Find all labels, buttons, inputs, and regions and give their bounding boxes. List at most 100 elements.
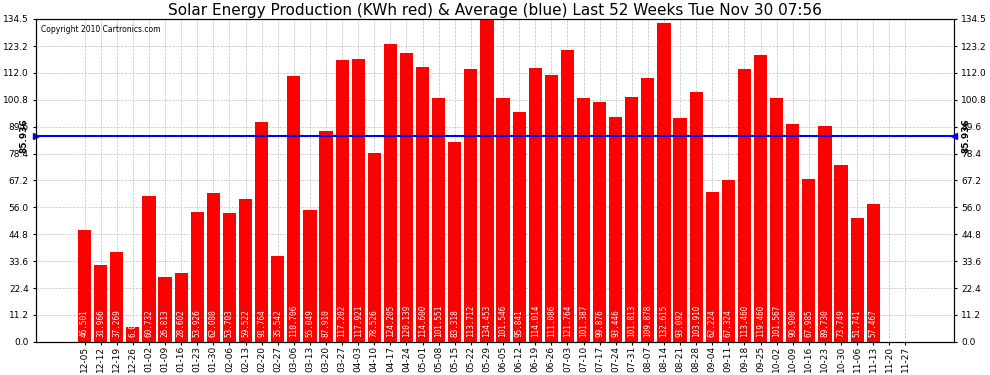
Title: Solar Energy Production (KWh red) & Average (blue) Last 52 Weeks Tue Nov 30 07:5: Solar Energy Production (KWh red) & Aver… (168, 3, 822, 18)
Text: 113.712: 113.712 (466, 304, 475, 337)
Text: 83.318: 83.318 (450, 309, 459, 337)
Bar (850, 217, 863, 342)
Bar (158, 278, 171, 342)
Bar (609, 117, 623, 342)
Bar (432, 98, 446, 342)
Bar (786, 124, 799, 342)
Text: 101.813: 101.813 (628, 304, 637, 337)
Bar (255, 122, 268, 342)
Text: 78.526: 78.526 (370, 309, 379, 337)
Text: 73.749: 73.749 (837, 309, 845, 337)
Text: 119.460: 119.460 (756, 304, 765, 337)
Bar (287, 76, 300, 342)
Bar (819, 126, 832, 342)
Bar (174, 273, 188, 342)
Bar (802, 178, 816, 342)
Text: 85.936: 85.936 (20, 118, 29, 153)
Text: 53.926: 53.926 (193, 309, 202, 337)
Text: 62.224: 62.224 (708, 309, 717, 337)
Text: Copyright 2010 Cartronics.com: Copyright 2010 Cartronics.com (41, 26, 160, 34)
Bar (529, 68, 542, 342)
Text: 93.446: 93.446 (611, 309, 620, 337)
Bar (690, 92, 703, 342)
Text: 55.049: 55.049 (305, 309, 315, 337)
Bar (191, 212, 204, 342)
Text: 134.453: 134.453 (482, 304, 491, 337)
Bar (577, 98, 590, 342)
Bar (544, 75, 558, 342)
Text: 51.741: 51.741 (852, 309, 861, 337)
Bar (143, 196, 155, 342)
Bar (110, 252, 124, 342)
Bar (94, 265, 107, 342)
Bar (560, 50, 574, 342)
Bar (320, 131, 333, 342)
Text: 35.542: 35.542 (273, 309, 282, 337)
Bar (464, 69, 477, 342)
Bar (271, 256, 284, 342)
Bar (657, 24, 670, 342)
Text: 28.602: 28.602 (176, 309, 186, 337)
Text: 101.567: 101.567 (772, 304, 781, 337)
Text: 57.467: 57.467 (868, 309, 878, 337)
Bar (642, 78, 654, 342)
Text: 124.205: 124.205 (386, 304, 395, 337)
Text: 26.813: 26.813 (160, 309, 169, 337)
Bar (496, 98, 510, 342)
Text: 89.730: 89.730 (821, 309, 830, 337)
Text: 120.139: 120.139 (402, 304, 411, 337)
Text: 103.910: 103.910 (692, 304, 701, 337)
Bar (78, 230, 91, 342)
Text: 91.764: 91.764 (257, 309, 266, 337)
Bar (673, 118, 687, 342)
Text: 95.841: 95.841 (515, 309, 524, 337)
Bar (626, 98, 639, 342)
Text: 101.387: 101.387 (579, 304, 588, 337)
Bar (384, 44, 397, 342)
Text: 101.546: 101.546 (499, 304, 508, 337)
Bar (722, 180, 735, 342)
Bar (866, 204, 880, 342)
Text: 6.079: 6.079 (129, 314, 138, 337)
Text: 87.910: 87.910 (322, 309, 331, 337)
Bar (303, 210, 317, 342)
Bar (127, 327, 140, 342)
Bar (770, 98, 783, 342)
Text: 111.086: 111.086 (546, 304, 555, 337)
Text: 90.900: 90.900 (788, 309, 797, 337)
Bar (367, 153, 381, 342)
Bar (754, 55, 767, 342)
Text: 53.703: 53.703 (225, 309, 234, 337)
Text: 99.876: 99.876 (595, 309, 604, 337)
Text: 114.014: 114.014 (531, 304, 540, 337)
Bar (400, 53, 413, 342)
Text: 110.706: 110.706 (289, 304, 298, 337)
Text: 117.202: 117.202 (338, 304, 346, 337)
Text: 62.080: 62.080 (209, 309, 218, 337)
Text: 60.732: 60.732 (145, 309, 153, 337)
Bar (706, 192, 719, 342)
Text: 59.522: 59.522 (241, 309, 250, 337)
Text: 121.764: 121.764 (563, 304, 572, 337)
Text: 114.600: 114.600 (418, 304, 427, 337)
Text: 85.936: 85.936 (961, 118, 970, 153)
Text: 93.092: 93.092 (675, 309, 685, 337)
Text: 132.615: 132.615 (659, 304, 668, 337)
Text: 117.921: 117.921 (353, 304, 362, 337)
Bar (480, 19, 494, 342)
Text: 113.460: 113.460 (740, 304, 749, 337)
Bar (738, 69, 751, 342)
Bar (239, 199, 252, 342)
Text: 109.878: 109.878 (644, 304, 652, 337)
Text: 31.966: 31.966 (96, 309, 105, 337)
Bar (207, 193, 220, 342)
Bar (351, 59, 364, 342)
Text: 46.501: 46.501 (80, 309, 89, 337)
Text: 67.985: 67.985 (804, 309, 814, 337)
Bar (448, 142, 461, 342)
Bar (513, 112, 526, 342)
Bar (416, 67, 430, 342)
Text: 37.269: 37.269 (112, 309, 122, 337)
Bar (223, 213, 236, 342)
Text: 101.551: 101.551 (435, 304, 444, 337)
